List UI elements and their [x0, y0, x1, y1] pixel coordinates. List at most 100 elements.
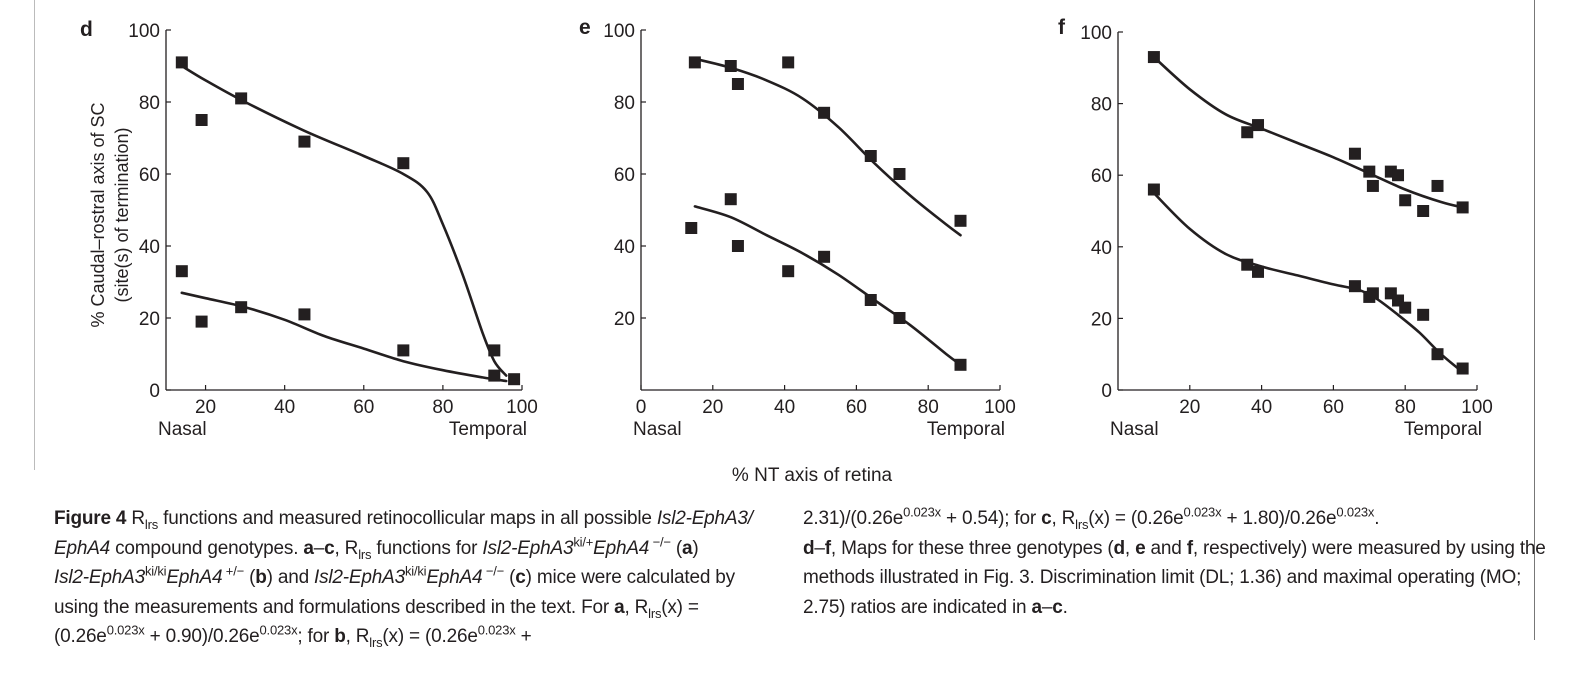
- panel-d-upper-data-point: [175, 56, 188, 69]
- panel-d-y-tick-label: 60: [139, 165, 160, 186]
- panel-f-nasal-label: Nasal: [1110, 419, 1159, 440]
- caption-left-text-run: EphA4: [426, 567, 483, 588]
- caption-right-line: 2.75) ratios are indicated in a–c.: [803, 593, 1523, 623]
- y-axis-label-line2: (site(s) of termination): [112, 127, 132, 302]
- panel-d-lower-data-point: [397, 344, 410, 357]
- panel-f-lower-data-point: [1348, 280, 1361, 293]
- panel-f-temporal-label: Temporal: [1404, 419, 1482, 440]
- caption-left-text-run: a: [303, 537, 314, 559]
- panel-f-plot: 0 20 40 60 80 100 20 40 60 80 100 Nasal Temporal: [1080, 23, 1493, 440]
- figure-caption-left: Figure 4 Rlrs functions and measured ret…: [54, 504, 774, 652]
- panel-f-upper-data-point: [1417, 205, 1430, 217]
- panel-f-upper-data-point: [1348, 147, 1361, 160]
- caption-right-text-run: c: [1052, 596, 1063, 618]
- caption-left-line: EphA4 compound genotypes. a–c, Rlrs func…: [54, 534, 774, 564]
- y-axis-label-line1: % Caudal–rostral axis of SC: [88, 102, 108, 327]
- panel-e-lower-data-point: [893, 312, 906, 324]
- caption-left-text-run: (: [244, 567, 256, 588]
- caption-right-text-run: 0.023x: [1183, 504, 1222, 520]
- panel-f-upper-fit-curve: [1152, 55, 1464, 209]
- panel-e-lower-data-point: [724, 193, 737, 206]
- panel-f-upper-data-point: [1431, 179, 1444, 192]
- caption-right-text-run: –: [1041, 596, 1053, 618]
- panel-f-y-tick-label: 40: [1091, 238, 1112, 259]
- caption-left-text-run: a: [614, 596, 625, 618]
- panel-d-x-tick-label: 80: [432, 397, 453, 418]
- panel-d-x-tick-label: 60: [353, 397, 374, 418]
- caption-left-text-run: 0.023x: [106, 622, 145, 638]
- panel-e-upper-data-point: [688, 56, 701, 69]
- panel-e-upper-data-point: [724, 60, 737, 72]
- panel-label-d: d: [80, 18, 93, 41]
- caption-left-text-run: b: [334, 626, 346, 647]
- panel-d-lower-data-point: [298, 308, 311, 321]
- caption-left-line: Figure 4 Rlrs functions and measured ret…: [54, 504, 774, 534]
- panel-d-x-tick-label: 20: [195, 397, 216, 418]
- caption-right-text-run: –: [814, 537, 825, 559]
- panel-f-upper-data-point: [1392, 169, 1405, 182]
- caption-left-text-run: EphA4: [166, 567, 223, 588]
- caption-left-text-run: c: [515, 567, 526, 588]
- panel-d-lower-data-point: [235, 301, 248, 314]
- panel-e-lower-data-point: [818, 250, 831, 263]
- x-axis-label: % NT axis of retina: [732, 465, 893, 486]
- panel-d-upper-data-point: [235, 92, 248, 105]
- caption-left-text-run: a: [682, 537, 693, 559]
- caption-right-text-run: a: [1031, 596, 1042, 618]
- panel-f-upper-data-point: [1363, 165, 1376, 178]
- caption-left-text-run: lrs: [648, 605, 662, 621]
- panel-f-y-tick-label: 0: [1101, 381, 1112, 402]
- panel-f-lower-data-point: [1147, 183, 1160, 196]
- caption-left-text-run: + 0.90)/0.26e: [144, 626, 260, 647]
- panel-d-upper-data-point: [508, 373, 521, 386]
- caption-left-text-run: ) and: [266, 567, 315, 588]
- panel-e-upper-data-point: [954, 214, 967, 227]
- panel-label-f: f: [1058, 16, 1066, 39]
- caption-left-text-run: 0.023x: [477, 622, 516, 638]
- panel-f-lower-fit-curve: [1152, 191, 1464, 374]
- caption-left-line: Isl2-EphA3ki/kiEphA4 +/− (b) and Isl2-Ep…: [54, 563, 774, 593]
- panel-d-upper-data-point: [298, 135, 311, 148]
- caption-left-text-run: EphA4: [593, 537, 650, 559]
- panel-f-lower-data-point: [1252, 265, 1265, 278]
- caption-left-text-run: functions and measured retinocollicular …: [158, 508, 657, 529]
- panel-f-upper-data-point: [1366, 179, 1379, 192]
- panel-d-lower-fit-curve: [180, 291, 508, 383]
- panel-e-y-tick-label: 20: [614, 309, 635, 330]
- panel-d-plot: 0 20 40 60 80 100 20 40 60 80 100 Nasal Temporal: [128, 21, 538, 440]
- panel-d-upper-data-point: [195, 114, 208, 126]
- caption-left-text-run: , R: [624, 596, 649, 618]
- caption-left-text-run: Isl2-EphA3: [482, 537, 574, 559]
- panel-e-y-tick-label: 80: [614, 93, 635, 114]
- caption-right-text-run: .: [1374, 508, 1380, 529]
- panel-d-x-tick-label: 100: [506, 397, 538, 418]
- caption-left-text-run: +/−: [222, 563, 244, 579]
- caption-left-text-run: Isl2-EphA3: [314, 567, 405, 588]
- caption-left-text-run: +: [515, 626, 532, 647]
- caption-left-text-run: , R: [334, 537, 359, 559]
- caption-right-text-run: + 0.54); for: [940, 508, 1042, 529]
- caption-left-text-run: Isl2-EphA3: [54, 567, 145, 588]
- caption-right-text-run: e: [1135, 537, 1146, 559]
- y-axis-label: % Caudal–rostral axis of SC (site(s) of …: [88, 102, 132, 327]
- caption-right-text-run: f: [1186, 537, 1193, 559]
- caption-left-line: (0.26e0.023x + 0.90)/0.26e0.023x; for b,…: [54, 622, 774, 652]
- caption-right-text-run: d: [1113, 537, 1126, 559]
- panel-d-upper-data-point: [397, 157, 410, 170]
- panel-e-upper-data-point: [782, 56, 795, 69]
- caption-left-text-run: R: [126, 508, 145, 529]
- caption-left-text-run: ki/+: [573, 534, 594, 550]
- panel-f-upper-data-point: [1399, 194, 1412, 207]
- panel-d-lower-data-point: [175, 265, 188, 278]
- caption-left-text-run: Isl2-EphA3/: [656, 508, 753, 529]
- panel-e-lower-fit-curve: [693, 205, 962, 367]
- caption-left-text-run: ) mice were calculated by: [525, 567, 736, 588]
- panel-e-lower-data-point: [954, 358, 967, 371]
- panel-e-y-tick-label: 100: [603, 21, 635, 42]
- panel-d-upper-fit-curve: [180, 64, 508, 377]
- panel-f-y-tick-label: 20: [1091, 309, 1112, 330]
- panel-f-y-tick-label: 80: [1091, 95, 1112, 116]
- panel-f-upper-data-point: [1241, 126, 1254, 139]
- caption-left-text-run: compound genotypes.: [110, 537, 304, 559]
